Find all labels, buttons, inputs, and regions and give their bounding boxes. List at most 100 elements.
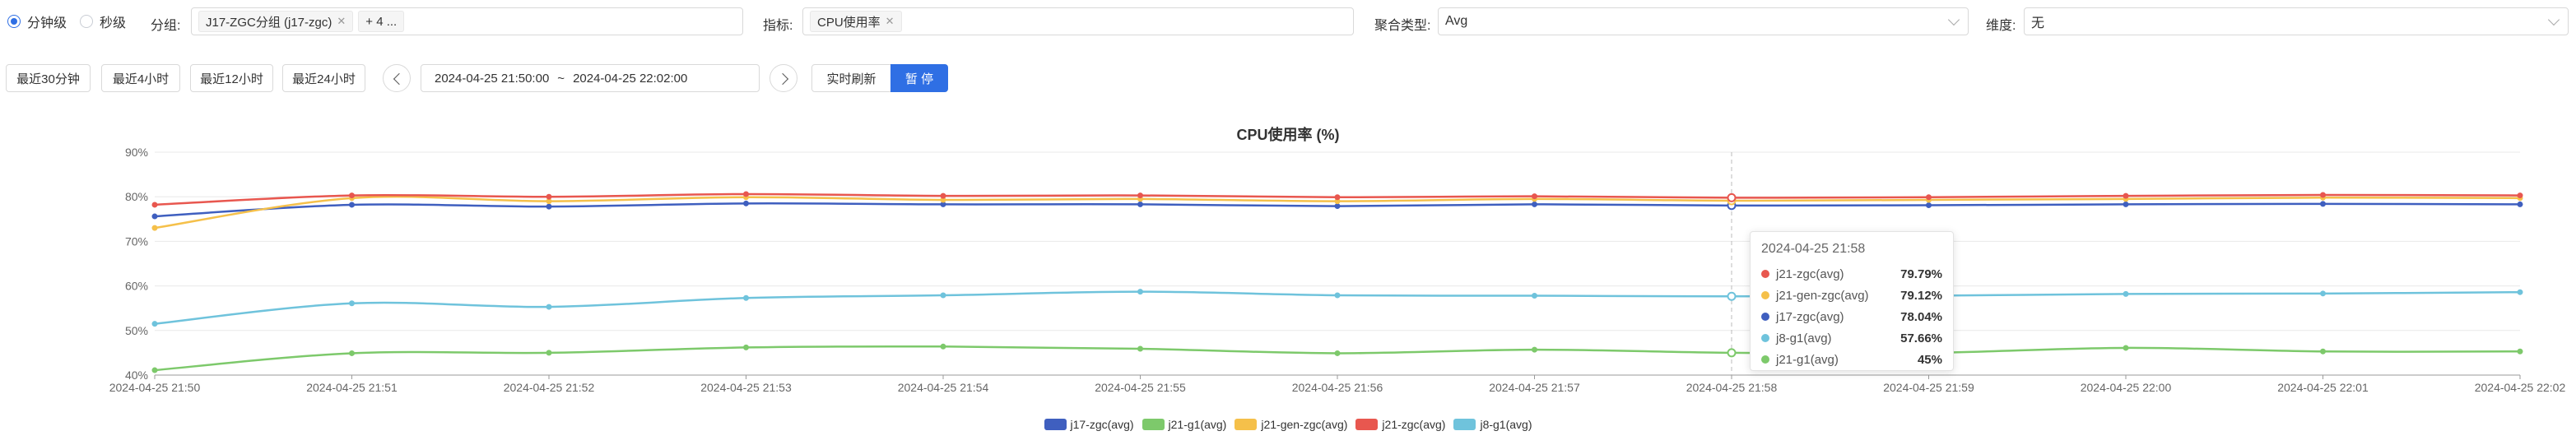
data-point xyxy=(743,191,749,197)
data-point xyxy=(151,213,158,220)
legend-label: j17-zgc(avg) xyxy=(1070,418,1134,431)
data-point xyxy=(349,202,355,208)
range-end: 2024-04-25 22:02:00 xyxy=(573,71,688,86)
tooltip-series-name: j17-zgc(avg) xyxy=(1776,309,1844,324)
series-color-dot xyxy=(1761,291,1769,299)
realtime-refresh-button[interactable]: 实时刷新 xyxy=(811,64,891,92)
tooltip-series-name: j8-g1(avg) xyxy=(1776,331,1832,345)
dimension-label: 维度: xyxy=(1986,19,2016,33)
radio-granularity-second[interactable]: 秒级 xyxy=(80,12,126,31)
data-point xyxy=(1137,201,1143,207)
agg-select[interactable]: Avg xyxy=(1438,7,1969,35)
prev-range-button[interactable] xyxy=(383,64,411,92)
legend-swatch xyxy=(1044,419,1067,430)
x-tick-label: 2024-04-25 22:00 xyxy=(2081,381,2172,394)
quick-range-12h-button[interactable]: 最近12小时 xyxy=(190,64,273,92)
data-point xyxy=(546,304,552,310)
pause-button[interactable]: 暂 停 xyxy=(890,64,948,92)
data-point xyxy=(1532,346,1537,353)
data-point xyxy=(546,350,552,356)
radio-indicator xyxy=(80,15,93,28)
data-point xyxy=(1532,201,1537,207)
agg-label: 聚合类型: xyxy=(1374,19,1431,33)
legend-item[interactable]: j17-zgc(avg) xyxy=(1044,418,1134,431)
data-point xyxy=(1334,292,1341,299)
quick-range-4h-button[interactable]: 最近4小时 xyxy=(101,64,180,92)
data-point xyxy=(1727,348,1737,358)
data-point xyxy=(349,192,355,199)
tooltip-time: 2024-04-25 21:58 xyxy=(1761,242,1866,256)
radio-indicator xyxy=(7,15,21,28)
series-color-dot xyxy=(1761,334,1769,342)
data-point xyxy=(2320,201,2326,207)
legend-swatch xyxy=(1453,419,1476,430)
y-tick-label: 90% xyxy=(125,146,148,159)
legend-item[interactable]: j21-zgc(avg) xyxy=(1355,418,1445,431)
x-tick-label: 2024-04-25 21:57 xyxy=(1489,381,1580,394)
data-point xyxy=(743,344,749,350)
group-more-tag: + 4 ... xyxy=(358,11,405,32)
data-point xyxy=(1926,202,1932,208)
data-point xyxy=(1926,194,1932,201)
next-range-button[interactable] xyxy=(770,64,797,92)
close-icon[interactable]: ✕ xyxy=(337,15,346,27)
data-point xyxy=(546,193,552,200)
range-start: 2024-04-25 21:50:00 xyxy=(435,71,550,86)
quick-range-30m-button[interactable]: 最近30分钟 xyxy=(6,64,91,92)
legend-item[interactable]: j8-g1(avg) xyxy=(1453,418,1532,431)
data-point xyxy=(1727,192,1737,202)
quick-range-24h-button[interactable]: 最近24小时 xyxy=(282,64,365,92)
data-point xyxy=(151,202,158,208)
dimension-select[interactable]: 无 xyxy=(2024,7,2569,35)
x-tick-label: 2024-04-25 21:52 xyxy=(504,381,595,394)
data-point xyxy=(1334,203,1341,210)
legend-label: j21-zgc(avg) xyxy=(1382,418,1446,431)
data-point xyxy=(940,343,946,350)
x-tick-label: 2024-04-25 21:58 xyxy=(1686,381,1778,394)
data-point xyxy=(546,203,552,210)
tooltip-series-value: 78.04% xyxy=(1900,309,1942,324)
tooltip-series-name: j21-zgc(avg) xyxy=(1776,267,1844,281)
legend-item[interactable]: j21-g1(avg) xyxy=(1142,418,1226,431)
y-tick-label: 80% xyxy=(125,190,148,203)
data-point xyxy=(2517,201,2523,207)
data-point xyxy=(1334,194,1341,201)
data-point xyxy=(2320,348,2326,355)
chart-legend: j17-zgc(avg) j21-g1(avg) j21-gen-zgc(avg) j… xyxy=(0,418,2576,431)
data-point xyxy=(940,192,946,199)
legend-swatch xyxy=(1355,419,1379,430)
tooltip-series-name: j21-g1(avg) xyxy=(1776,352,1839,367)
tooltip-series-name: j21-gen-zgc(avg) xyxy=(1776,288,1869,303)
y-tick-label: 70% xyxy=(125,234,148,248)
data-point xyxy=(743,200,749,206)
data-point xyxy=(2517,348,2523,355)
data-point xyxy=(1137,192,1143,199)
tooltip-series-value: 79.12% xyxy=(1900,288,1942,303)
data-point xyxy=(1334,350,1341,356)
tooltip-series-value: 79.79% xyxy=(1900,267,1942,281)
metric-select[interactable]: CPU使用率 ✕ xyxy=(802,7,1354,35)
radio-granularity-minute[interactable]: 分钟级 xyxy=(7,12,67,31)
close-icon[interactable]: ✕ xyxy=(885,15,895,27)
data-point xyxy=(743,294,749,301)
y-tick-label: 50% xyxy=(125,324,148,337)
tooltip-series-value: 57.66% xyxy=(1900,331,1942,345)
chart-tooltip: 2024-04-25 21:58 j21-zgc(avg) 79.79% j21-g… xyxy=(1750,231,1954,371)
date-range-picker[interactable]: 2024-04-25 21:50:00 ~ 2024-04-25 22:02:0… xyxy=(421,64,760,92)
data-point xyxy=(1137,289,1143,295)
x-tick-label: 2024-04-25 22:02 xyxy=(2475,381,2566,394)
metric-label: 指标: xyxy=(763,19,793,33)
x-tick-label: 2024-04-25 21:59 xyxy=(1883,381,1974,394)
range-separator: ~ xyxy=(557,71,565,86)
legend-item[interactable]: j21-gen-zgc(avg) xyxy=(1235,418,1347,431)
x-tick-label: 2024-04-25 21:55 xyxy=(1095,381,1186,394)
x-tick-label: 2024-04-25 22:01 xyxy=(2277,381,2369,394)
tooltip-row: j17-zgc(avg) 78.04% xyxy=(1761,306,1942,327)
group-select[interactable]: J17-ZGC分组 (j17-zgc) ✕ + 4 ... xyxy=(191,7,743,35)
data-point xyxy=(349,350,355,356)
tooltip-row: j21-g1(avg) 45% xyxy=(1761,349,1942,370)
group-more-text: + 4 ... xyxy=(365,14,398,29)
legend-swatch xyxy=(1235,419,1258,430)
agg-value: Avg xyxy=(1445,14,1468,28)
